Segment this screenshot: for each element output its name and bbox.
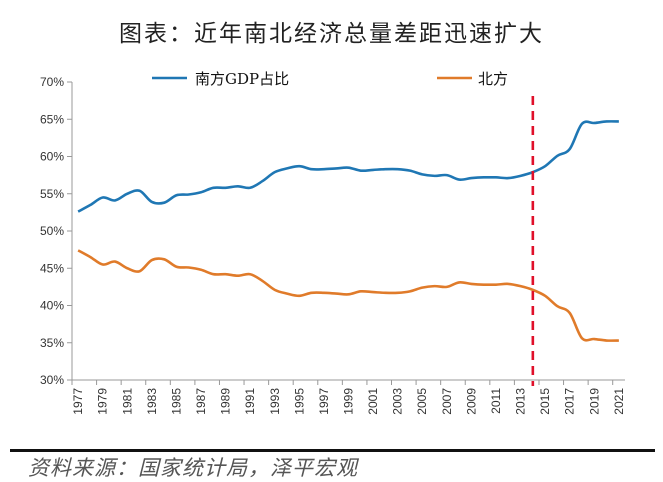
- y-tick-label: 45%: [40, 261, 64, 275]
- north-gdp-share-line: [77, 249, 619, 342]
- x-tick-label: 1993: [268, 388, 282, 415]
- y-tick-label: 60%: [40, 150, 64, 164]
- x-tick-label: 2005: [415, 388, 429, 415]
- x-tick-label: 1987: [194, 388, 208, 415]
- x-tick-label: 1995: [292, 388, 306, 415]
- x-tick-label: 1989: [219, 388, 233, 415]
- x-tick-label: 2019: [587, 388, 601, 415]
- x-tick-label: 2001: [366, 388, 380, 415]
- y-tick-label: 50%: [40, 224, 64, 238]
- x-tick-label: 2011: [489, 388, 503, 414]
- x-tick-label: 2009: [464, 388, 478, 415]
- x-tick-label: 2021: [612, 388, 626, 415]
- chart-title: 图表：近年南北经济总量差距迅速扩大: [119, 21, 544, 47]
- legend: 南方GDP占比 北方: [152, 70, 508, 88]
- y-tick-label: 55%: [40, 187, 64, 201]
- source-note: 资料来源：国家统计局，泽平宏观: [28, 456, 358, 480]
- x-tick-label: 1985: [169, 388, 183, 415]
- x-tick-label: 1991: [243, 388, 257, 415]
- series-group: [77, 96, 619, 386]
- x-tick-label: 1977: [71, 388, 85, 415]
- legend-label: 北方: [478, 70, 508, 88]
- x-tick-label: 1983: [145, 388, 159, 415]
- x-tick-label: 2007: [440, 388, 454, 415]
- y-tick-label: 30%: [40, 373, 64, 387]
- y-tick-label: 40%: [40, 299, 64, 313]
- x-tick-label: 1997: [317, 388, 331, 415]
- x-tick-label: 2015: [538, 388, 552, 415]
- x-tick-label: 2013: [514, 388, 528, 415]
- y-tick-label: 70%: [40, 75, 64, 89]
- x-tick-label: 1981: [120, 388, 134, 415]
- x-tick-label: 1999: [342, 388, 356, 415]
- x-tick-label: 2017: [563, 388, 577, 415]
- y-tick-label: 65%: [40, 112, 64, 126]
- x-tick-label: 2003: [391, 388, 405, 415]
- south-gdp-share-line: [77, 120, 619, 213]
- axes: 30% 35% 40% 45% 50% 55% 60% 65% 70% 1977 1979 1981 1…: [40, 75, 626, 415]
- y-tick-label: 35%: [40, 336, 64, 350]
- divider: [10, 449, 655, 452]
- x-tick-label: 1979: [96, 388, 110, 415]
- legend-label: 南方GDP占比: [195, 70, 289, 88]
